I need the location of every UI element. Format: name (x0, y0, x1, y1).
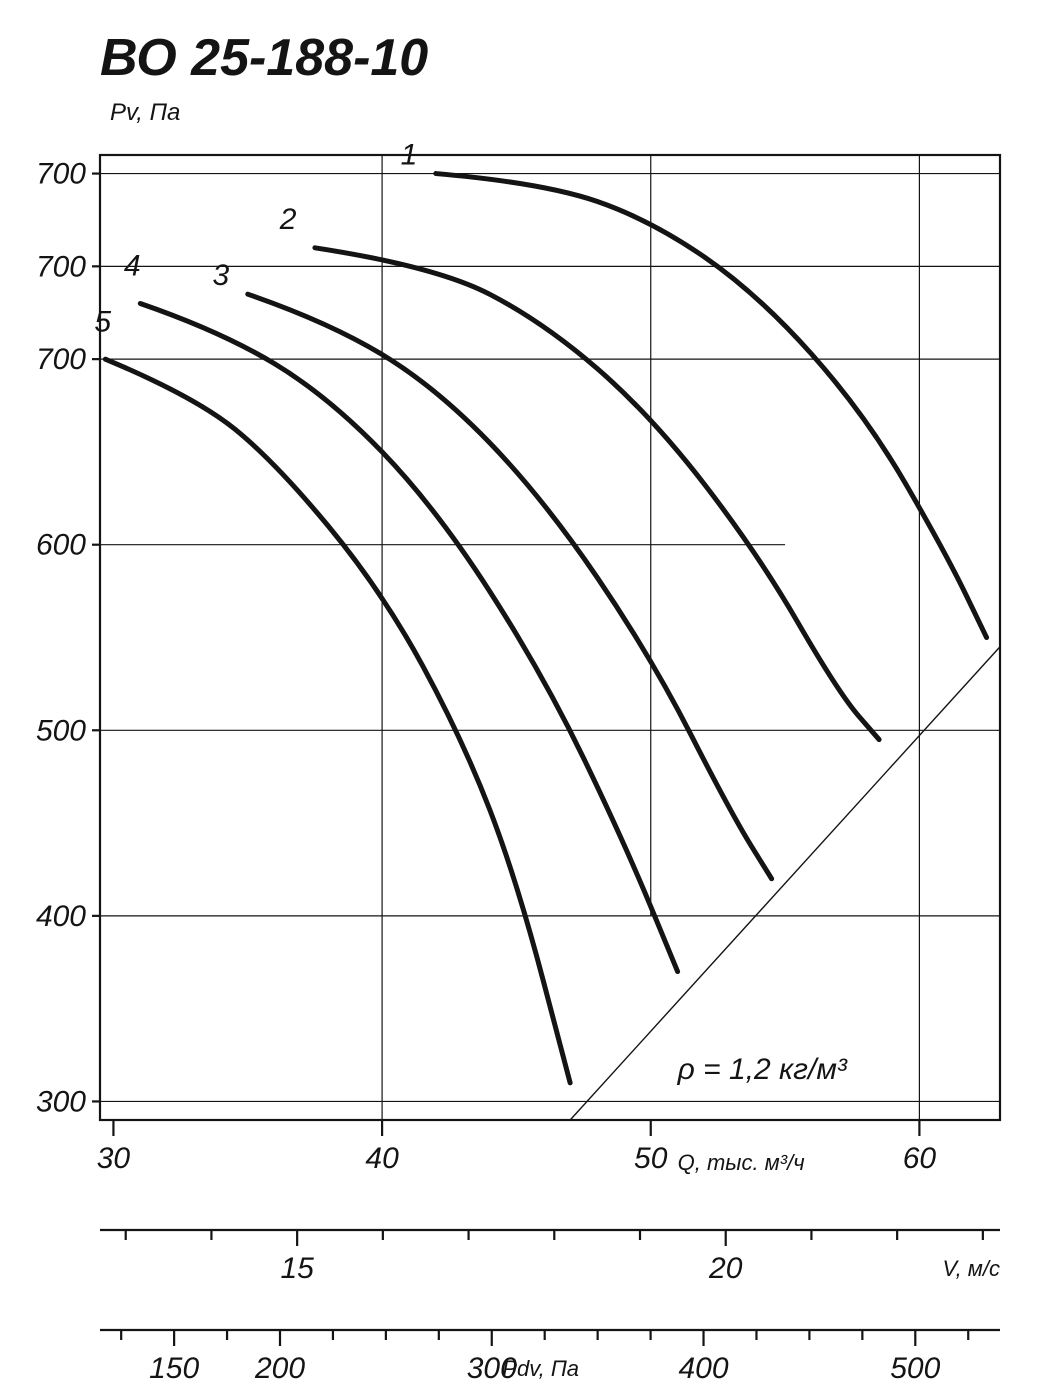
curve-label-1: 1 (401, 138, 418, 171)
y-axis-ticks: 300 400 500 600 700 700 700 (36, 158, 100, 1119)
x-axis-pdv-label: Pdv, Па (502, 1356, 579, 1381)
pdv-tick: 400 (678, 1352, 728, 1385)
pdv-tick: 200 (254, 1352, 305, 1385)
y-tick: 400 (36, 900, 86, 933)
v-tick: 15 (280, 1252, 314, 1285)
y-tick: 700 (36, 343, 86, 376)
fan-curve-chart: ВО 25-188-10 Pv, Па 12345 ρ = 1,2 кг/м³ … (0, 0, 1043, 1395)
curve-label-3: 3 (213, 259, 230, 292)
chart-title: ВО 25-188-10 (100, 29, 428, 87)
x-axis-q: 30 40 50 60 (97, 1120, 937, 1175)
q-tick: 50 (634, 1142, 668, 1175)
y-tick: 700 (36, 158, 86, 191)
curve-5 (105, 359, 570, 1083)
curves (105, 174, 986, 1083)
x-axis-v: 1520 (100, 1230, 1000, 1285)
pdv-tick: 500 (890, 1352, 940, 1385)
q-tick: 40 (365, 1142, 399, 1175)
curve-label-2: 2 (279, 203, 297, 236)
pdv-tick: 150 (149, 1352, 199, 1385)
y-tick: 600 (36, 529, 86, 562)
plot-frame (100, 155, 1000, 1120)
curve-1 (436, 174, 987, 638)
curve-labels: 1 2 3 45 (94, 138, 417, 338)
y-tick: 500 (36, 714, 86, 747)
q-tick: 30 (97, 1142, 131, 1175)
y-tick: 300 (36, 1085, 86, 1118)
x-axis-q-label: Q, тыс. м³/ч (678, 1150, 805, 1175)
density-note: ρ = 1,2 кг/м³ (677, 1053, 848, 1086)
curve-label-4: 4 (124, 250, 141, 283)
grid (100, 155, 1000, 1120)
y-tick: 700 (36, 250, 86, 283)
curve-label-5: 5 (94, 305, 111, 338)
diagonal-line (570, 647, 1000, 1120)
v-tick: 20 (708, 1252, 743, 1285)
y-axis-label: Pv, Па (110, 99, 180, 126)
q-tick: 60 (903, 1142, 937, 1175)
curve-2 (315, 248, 879, 740)
x-axis-v-label: V, м/с (943, 1256, 1000, 1281)
curve-3 (248, 294, 772, 879)
